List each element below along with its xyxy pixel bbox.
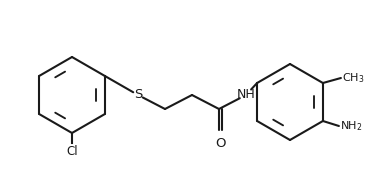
Text: S: S xyxy=(134,89,142,101)
Text: O: O xyxy=(215,137,226,150)
Text: NH$_2$: NH$_2$ xyxy=(340,119,362,133)
Text: CH$_3$: CH$_3$ xyxy=(342,71,364,85)
Text: NH: NH xyxy=(237,89,256,101)
Text: Cl: Cl xyxy=(66,145,78,158)
